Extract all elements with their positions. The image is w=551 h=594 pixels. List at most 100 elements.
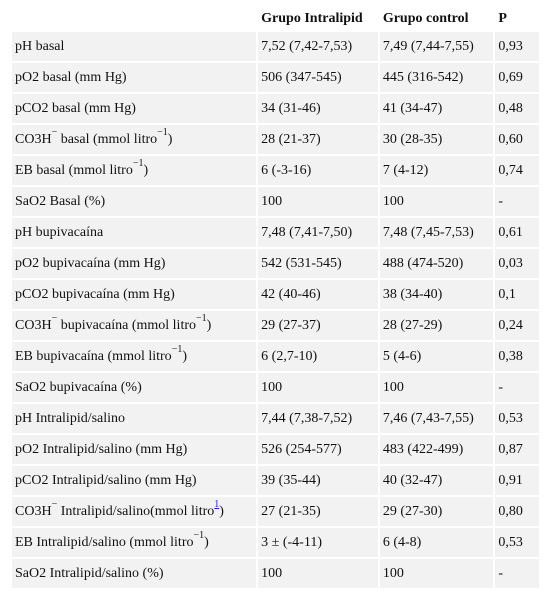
row-label: CO3H− Intralipid/salino(mmol litro1) — [12, 497, 257, 526]
label-text: CO3H — [15, 503, 52, 519]
label-text: ) — [204, 534, 209, 550]
cell-grupo-control: 28 (27-29) — [379, 311, 494, 340]
footnote-superscript: 1 — [214, 499, 219, 510]
superscript: −1 — [171, 343, 183, 355]
superscript: − — [51, 312, 58, 324]
label-text: ) — [219, 503, 224, 519]
cell-grupo-intralipid: 6 (2,7-10) — [258, 342, 378, 371]
cell-grupo-control: 7 (4-12) — [379, 156, 494, 185]
cell-p: 0,80 — [495, 497, 539, 526]
header-grupo-intralipid: Grupo Intralipid — [258, 10, 378, 30]
table-row: CO3H− bupivacaína (mmol litro−1) 29 (27-… — [12, 311, 539, 340]
cell-grupo-control: 5 (4-6) — [379, 342, 494, 371]
header-empty — [12, 10, 257, 30]
table-body: pH basal 7,52 (7,42-7,53) 7,49 (7,44-7,5… — [12, 32, 539, 588]
cell-grupo-intralipid: 29 (27-37) — [258, 311, 378, 340]
cell-p: 0,53 — [495, 404, 539, 433]
table-row: pO2 Intralipid/salino (mm Hg) 526 (254-5… — [12, 435, 539, 464]
label-text: EB basal (mmol litro — [15, 162, 133, 178]
cell-p: 0,93 — [495, 32, 539, 61]
cell-grupo-control: 38 (34-40) — [379, 280, 494, 309]
row-label: pCO2 basal (mm Hg) — [12, 94, 257, 123]
table-row: SaO2 Basal (%) 100 100 - — [12, 187, 539, 216]
header-grupo-control: Grupo control — [379, 10, 494, 30]
cell-p: 0,24 — [495, 311, 539, 340]
superscript: − — [51, 126, 58, 138]
header-row: Grupo Intralipid Grupo control P — [12, 10, 539, 30]
row-label: pO2 bupivacaína (mm Hg) — [12, 249, 257, 278]
cell-p: - — [495, 559, 539, 588]
cell-p: - — [495, 187, 539, 216]
cell-grupo-control: 30 (28-35) — [379, 125, 494, 154]
cell-p: - — [495, 373, 539, 402]
cell-grupo-control: 7,49 (7,44-7,55) — [379, 32, 494, 61]
superscript: −1 — [193, 529, 205, 541]
cell-p: 0,48 — [495, 94, 539, 123]
cell-p: 0,60 — [495, 125, 539, 154]
table-row: SaO2 bupivacaína (%) 100 100 - — [12, 373, 539, 402]
label-text: ) — [143, 162, 149, 178]
cell-grupo-control: 29 (27-30) — [379, 497, 494, 526]
cell-grupo-intralipid: 42 (40-46) — [258, 280, 378, 309]
label-text: CO3H — [15, 317, 52, 333]
cell-p: 0,91 — [495, 466, 539, 495]
row-label: pH basal — [12, 32, 257, 61]
row-label: pO2 basal (mm Hg) — [12, 63, 257, 92]
cell-grupo-intralipid: 100 — [258, 373, 378, 402]
cell-grupo-control: 40 (32-47) — [379, 466, 494, 495]
row-label: CO3H− basal (mmol litro−1) — [12, 125, 257, 154]
row-label: SaO2 bupivacaína (%) — [12, 373, 257, 402]
cell-grupo-control: 100 — [379, 559, 494, 588]
superscript: − — [51, 498, 58, 510]
label-text: EB bupivacaína (mmol litro — [15, 348, 172, 364]
cell-grupo-control: 445 (316-542) — [379, 63, 494, 92]
table-row: pCO2 basal (mm Hg) 34 (31-46) 41 (34-47)… — [12, 94, 539, 123]
row-label: SaO2 Intralipid/salino (%) — [12, 559, 257, 588]
cell-grupo-intralipid: 6 (-3-16) — [258, 156, 378, 185]
table-row: pCO2 bupivacaína (mm Hg) 42 (40-46) 38 (… — [12, 280, 539, 309]
table-row: pH Intralipid/salino 7,44 (7,38-7,52) 7,… — [12, 404, 539, 433]
cell-grupo-intralipid: 7,48 (7,41-7,50) — [258, 218, 378, 247]
superscript: −1 — [196, 312, 207, 324]
table-row: pO2 basal (mm Hg) 506 (347-545) 445 (316… — [12, 63, 539, 92]
cell-grupo-intralipid: 34 (31-46) — [258, 94, 378, 123]
table-row: EB basal (mmol litro−1) 6 (-3-16) 7 (4-1… — [12, 156, 539, 185]
cell-grupo-intralipid: 100 — [258, 559, 378, 588]
row-label: EB bupivacaína (mmol litro−1) — [12, 342, 257, 371]
row-label: pO2 Intralipid/salino (mm Hg) — [12, 435, 257, 464]
superscript: −1 — [132, 157, 144, 169]
cell-p: 0,1 — [495, 280, 539, 309]
cell-grupo-intralipid: 100 — [258, 187, 378, 216]
cell-p: 0,53 — [495, 528, 539, 557]
table-row: CO3H− Intralipid/salino(mmol litro1) 27 … — [12, 497, 539, 526]
row-label: CO3H− bupivacaína (mmol litro−1) — [12, 311, 257, 340]
cell-grupo-intralipid: 506 (347-545) — [258, 63, 378, 92]
label-text: EB Intralipid/salino (mmol litro — [15, 534, 194, 550]
cell-grupo-intralipid: 526 (254-577) — [258, 435, 378, 464]
table-row: EB Intralipid/salino (mmol litro−1) 3 ± … — [12, 528, 539, 557]
label-text: ) — [167, 131, 173, 147]
cell-grupo-control: 7,48 (7,45-7,53) — [379, 218, 494, 247]
cell-grupo-control: 483 (422-499) — [379, 435, 494, 464]
footnote-link[interactable]: 1 — [214, 498, 220, 510]
row-label: SaO2 Basal (%) — [12, 187, 257, 216]
row-label: EB Intralipid/salino (mmol litro−1) — [12, 528, 257, 557]
table-header: Grupo Intralipid Grupo control P — [12, 10, 539, 30]
row-label: EB basal (mmol litro−1) — [12, 156, 257, 185]
table-row: CO3H− basal (mmol litro−1) 28 (21-37) 30… — [12, 125, 539, 154]
row-label: pH bupivacaína — [12, 218, 257, 247]
data-table: Grupo Intralipid Grupo control P pH basa… — [10, 8, 541, 590]
cell-p: 0,38 — [495, 342, 539, 371]
cell-grupo-intralipid: 3 ± (-4-11) — [258, 528, 378, 557]
superscript: −1 — [157, 126, 168, 138]
cell-grupo-control: 100 — [379, 373, 494, 402]
cell-grupo-intralipid: 7,44 (7,38-7,52) — [258, 404, 378, 433]
label-text: ) — [182, 348, 187, 364]
cell-grupo-intralipid: 39 (35-44) — [258, 466, 378, 495]
cell-grupo-intralipid: 542 (531-545) — [258, 249, 378, 278]
cell-grupo-control: 7,46 (7,43-7,55) — [379, 404, 494, 433]
cell-grupo-control: 100 — [379, 187, 494, 216]
table-row: pO2 bupivacaína (mm Hg) 542 (531-545) 48… — [12, 249, 539, 278]
label-text: basal (mmol litro — [57, 131, 158, 147]
